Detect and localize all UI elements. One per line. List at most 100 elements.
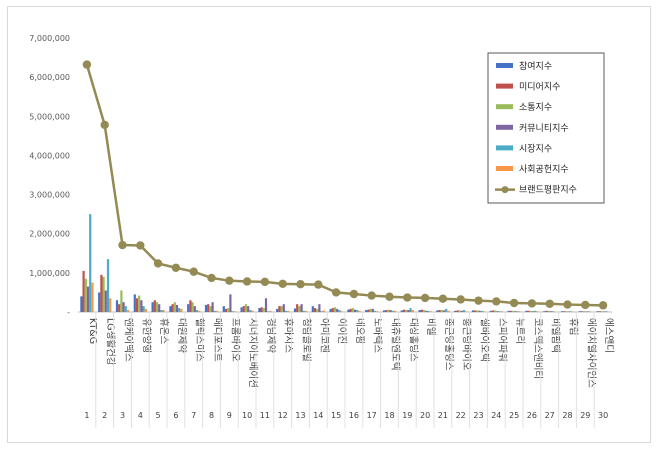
y-tick-label: 5,000,000 xyxy=(29,112,70,121)
bar-16-2 xyxy=(349,308,352,312)
bar-17-5 xyxy=(373,310,377,312)
bar-23-1 xyxy=(471,310,475,312)
bar-27-2 xyxy=(545,310,548,312)
legend-label: 커뮤니티지수 xyxy=(519,123,569,134)
rank-label: 6 xyxy=(173,411,178,420)
bar-24-2 xyxy=(491,310,495,312)
rank-label: 16 xyxy=(349,411,359,420)
category-label: 이이진 xyxy=(336,318,347,344)
bar-20-1 xyxy=(418,310,421,312)
brand-index-point-14 xyxy=(314,280,323,289)
bar-1-2 xyxy=(82,270,85,312)
category-label: 헬릭스미스 xyxy=(194,318,206,362)
bar-22-4 xyxy=(460,310,463,312)
bar-21-2 xyxy=(438,310,441,312)
bar-24-3 xyxy=(494,310,497,312)
bar-11-6 xyxy=(269,310,272,312)
category-label: 휴온스 xyxy=(158,318,169,344)
legend-swatch xyxy=(496,63,513,68)
bar-5-2 xyxy=(153,300,156,312)
bar-9-5 xyxy=(231,311,234,312)
bar-9-4 xyxy=(229,294,232,312)
rank-label: 19 xyxy=(402,411,412,420)
bar-14-5 xyxy=(320,311,323,312)
rank-label: 29 xyxy=(580,411,590,420)
legend-swatch xyxy=(496,83,513,89)
rank-label: 2 xyxy=(102,411,107,420)
bar-28-1 xyxy=(560,311,564,312)
bar-29-2 xyxy=(580,311,584,312)
legend-swatch xyxy=(496,104,513,110)
bar-14-1 xyxy=(311,306,314,312)
bar-20-6 xyxy=(429,311,432,312)
bar-15-2 xyxy=(331,308,334,312)
category-label: 노바렉스 xyxy=(372,318,383,353)
bar-10-5 xyxy=(249,310,252,312)
category-label: 내츄럴엔도텍 xyxy=(390,318,401,370)
category-label: 대상홀딩스 xyxy=(407,318,419,362)
bar-6-1 xyxy=(169,306,172,312)
bar-16-6 xyxy=(358,310,361,312)
bar-8-2 xyxy=(207,304,210,312)
bar-11-2 xyxy=(260,307,263,312)
category-label: 메디포스트 xyxy=(212,318,223,362)
bar-5-3 xyxy=(155,302,159,312)
category-label: 휴마시스 xyxy=(283,318,294,353)
bar-26-6 xyxy=(536,311,539,312)
bar-30-2 xyxy=(598,311,601,312)
legend-swatch xyxy=(496,145,513,151)
bar-13-2 xyxy=(296,304,299,312)
bar-10-6 xyxy=(251,310,254,312)
rank-label: 28 xyxy=(562,411,572,420)
brand-index-point-23 xyxy=(474,296,483,305)
bar-28-2 xyxy=(563,311,566,312)
brand-index-point-16 xyxy=(349,289,359,299)
bar-24-1 xyxy=(489,310,492,312)
rank-label: 7 xyxy=(191,411,196,420)
bar-4-2 xyxy=(135,298,139,312)
bar-14-4 xyxy=(318,304,321,312)
legend-label: 사회공헌지수 xyxy=(519,164,569,175)
brand-index-point-1 xyxy=(82,60,92,69)
legend-label: 브랜드평판지수 xyxy=(519,185,577,196)
bar-22-6 xyxy=(465,311,468,312)
bar-25-2 xyxy=(509,310,512,312)
bar-3-5 xyxy=(124,306,127,312)
rank-label: 5 xyxy=(156,411,161,420)
bar-11-3 xyxy=(262,308,265,312)
bar-8-1 xyxy=(204,304,208,312)
bar-18-2 xyxy=(385,310,388,312)
bar-17-2 xyxy=(367,309,370,312)
bar-3-1 xyxy=(115,300,119,312)
category-label: 프롬바이오 xyxy=(229,318,240,362)
brand-index-point-29 xyxy=(581,300,590,310)
bar-18-3 xyxy=(387,309,390,312)
category-label: 대원제약 xyxy=(176,318,188,353)
bar-8-4 xyxy=(211,302,214,312)
category-label: 스피어파워 xyxy=(496,318,507,362)
bar-13-4 xyxy=(300,304,303,312)
bar-19-4 xyxy=(407,310,410,312)
bar-7-2 xyxy=(189,300,192,312)
bar-23-2 xyxy=(474,310,477,312)
brand-index-point-21 xyxy=(438,294,448,303)
brand-index-point-25 xyxy=(509,298,519,308)
bar-23-5 xyxy=(480,310,483,312)
bar-25-3 xyxy=(511,310,515,312)
bar-8-6 xyxy=(215,310,219,312)
bar-14-3 xyxy=(316,308,319,312)
y-tick-label: 7,000,000 xyxy=(29,34,70,43)
brand-index-point-17 xyxy=(367,291,376,300)
bar-16-4 xyxy=(353,309,357,312)
bar-23-3 xyxy=(476,310,479,312)
bar-3-4 xyxy=(122,302,125,312)
bar-21-3 xyxy=(440,310,443,312)
rank-label: 30 xyxy=(598,411,608,420)
bar-27-3 xyxy=(547,310,550,312)
bar-1-5 xyxy=(89,214,92,312)
bar-16-3 xyxy=(351,308,354,312)
bar-28-5 xyxy=(569,311,572,312)
category-label: 종근당홀딩스 xyxy=(443,318,455,371)
rank-label: 1 xyxy=(84,411,89,420)
bar-6-2 xyxy=(171,304,174,312)
